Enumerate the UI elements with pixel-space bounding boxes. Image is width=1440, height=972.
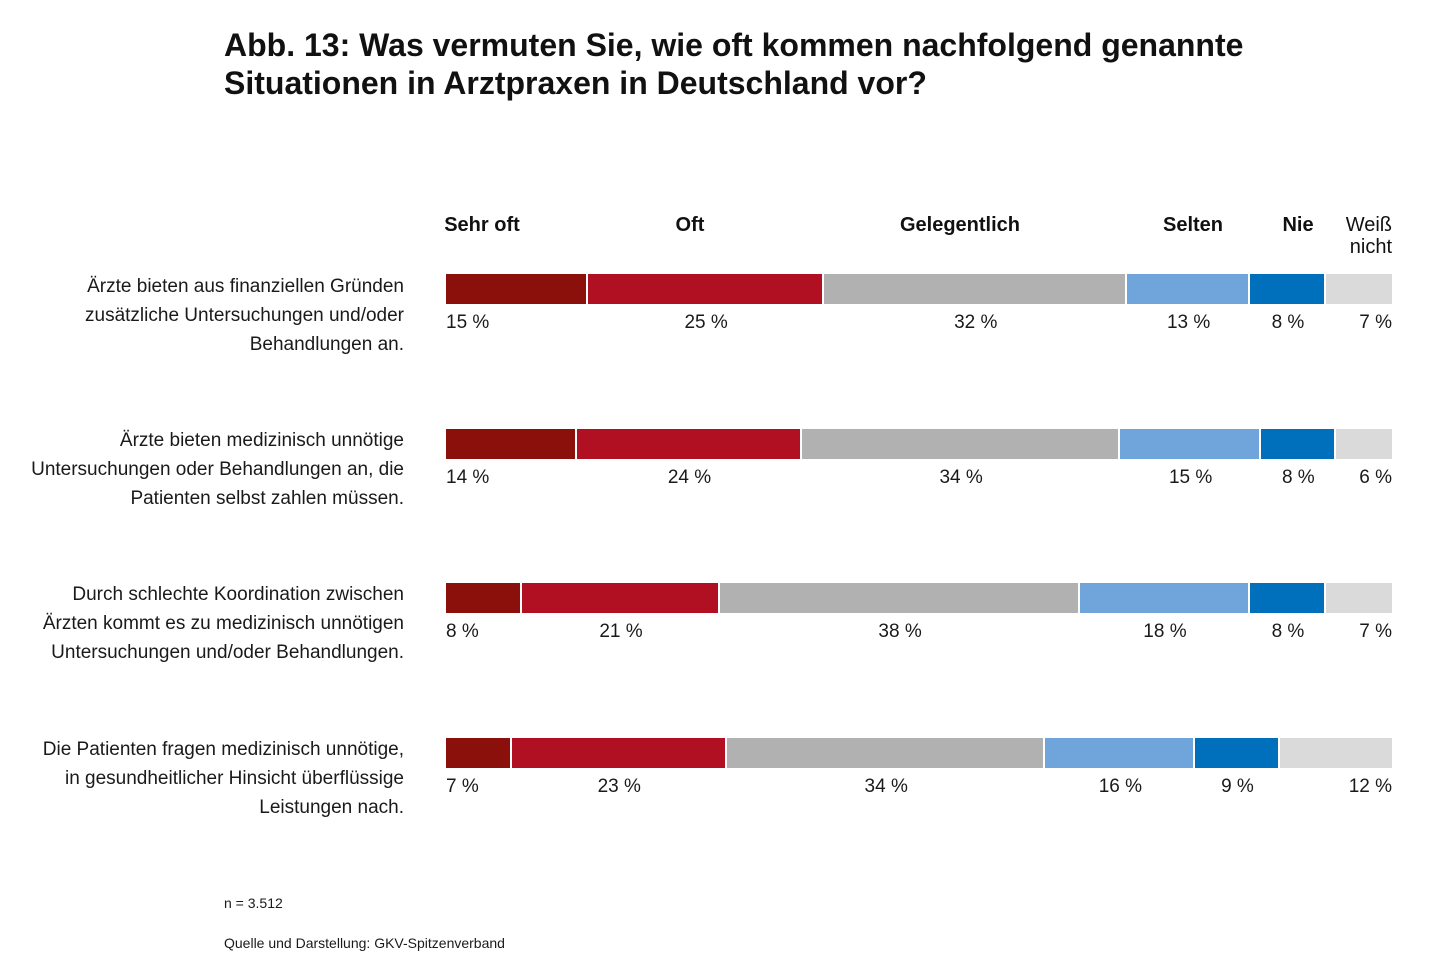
value-label: 14 %: [446, 467, 490, 488]
bar-segment-nie: [1195, 738, 1280, 768]
bar-segment-oft: [577, 429, 802, 459]
bar-segment-selten: [1127, 274, 1251, 304]
value-label: 15 %: [446, 312, 490, 333]
stacked-bar-row: [446, 274, 1392, 304]
row-label: Ärzte bieten medizinisch unnötige Unters…: [31, 430, 404, 509]
value-label: 24 %: [667, 467, 712, 488]
bar-segment-weiß-nicht: [1325, 583, 1392, 613]
value-label: 38 %: [878, 621, 922, 642]
bar-segment-nie: [1260, 429, 1336, 459]
value-label: 7 %: [1359, 621, 1392, 642]
value-label: 15 %: [1168, 467, 1213, 488]
value-label: 7 %: [1359, 312, 1392, 333]
value-label: 7 %: [446, 776, 479, 797]
bar-segment-selten: [1120, 429, 1261, 459]
value-label: 21 %: [599, 621, 643, 642]
legend-gelegentlich: Gelegentlich: [899, 214, 1021, 236]
value-label: 8 %: [446, 621, 479, 642]
value-label: 8 %: [1271, 621, 1305, 642]
bar-segment-nie: [1250, 274, 1326, 304]
value-label: 18 %: [1143, 621, 1187, 642]
row-label: Durch schlechte Koordination zwischen Är…: [42, 584, 404, 663]
bar-segment-sehr-oft: [446, 429, 578, 459]
bar-segment-sehr-oft: [446, 738, 512, 768]
value-label: 6 %: [1359, 467, 1392, 488]
bar-segment-gelegentlich: [720, 583, 1080, 613]
legend-weiß-nicht: Weiß nicht: [1345, 214, 1392, 258]
bar-segment-oft: [521, 583, 721, 613]
legend-sehr-oft: Sehr oft: [444, 214, 520, 236]
bar-segment-gelegentlich: [824, 274, 1128, 304]
value-label: 9 %: [1221, 776, 1254, 797]
legend-oft: Oft: [675, 214, 705, 236]
bar-segment-gelegentlich: [801, 429, 1121, 459]
bar-segment-weiß-nicht: [1279, 738, 1392, 768]
value-label: 12 %: [1348, 776, 1392, 797]
row-label: Die Patienten fragen medizinisch unnötig…: [42, 739, 404, 818]
bar-segment-selten: [1079, 583, 1251, 613]
row-label: Ärzte bieten aus finanziellen Gründen zu…: [85, 276, 404, 355]
value-label: 13 %: [1166, 312, 1211, 333]
value-label: 34 %: [939, 467, 983, 488]
value-label: 8 %: [1271, 312, 1305, 333]
stacked-bar-row: [446, 583, 1392, 613]
bar-segment-weiß-nicht: [1335, 429, 1392, 459]
value-label: 23 %: [597, 776, 641, 797]
value-label: 34 %: [864, 776, 908, 797]
bar-segment-selten: [1045, 738, 1196, 768]
value-label: 16 %: [1098, 776, 1143, 797]
chart-title: Abb. 13: Was vermuten Sie, wie oft komme…: [224, 27, 1244, 101]
bar-segment-gelegentlich: [726, 738, 1046, 768]
legend-nie: Nie: [1282, 214, 1314, 236]
bar-segment-sehr-oft: [446, 274, 588, 304]
legend-selten: Selten: [1162, 214, 1224, 236]
value-label: 25 %: [684, 312, 728, 333]
bar-segment-nie: [1250, 583, 1326, 613]
bar-segment-oft: [587, 274, 825, 304]
sample-size-note: n = 3.512: [224, 895, 283, 911]
source-note: Quelle und Darstellung: GKV-Spitzenverba…: [224, 935, 505, 951]
bar-segment-sehr-oft: [446, 583, 522, 613]
value-label: 32 %: [954, 312, 998, 333]
stacked-bar-row: [446, 429, 1392, 459]
stacked-bar-row: [446, 738, 1392, 768]
bar-segment-oft: [511, 738, 727, 768]
bar-segment-weiß-nicht: [1325, 274, 1392, 304]
value-label: 8 %: [1281, 467, 1315, 488]
